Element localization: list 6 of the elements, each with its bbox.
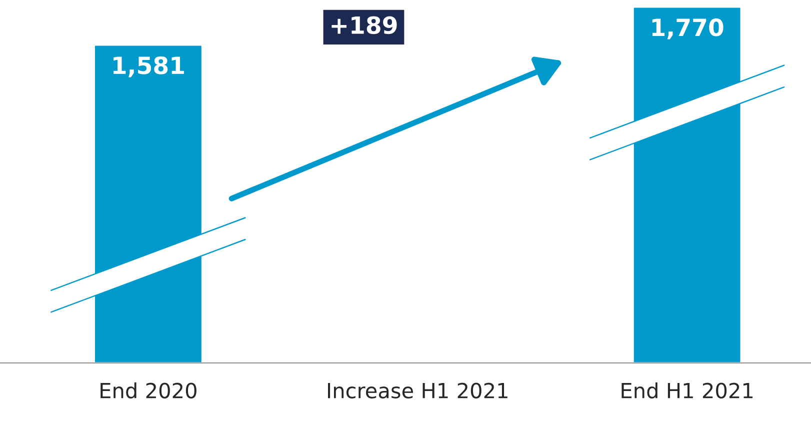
x-tick-label: Increase H1 2021 [328, 382, 508, 398]
data-label: 1,581 [114, 56, 184, 78]
annotation: +189 [332, 16, 397, 34]
data-label: 1,770 [652, 18, 724, 40]
x-tick-label: End 2020 [100, 382, 196, 398]
x-tick-label: End H1 2021 [622, 382, 753, 398]
